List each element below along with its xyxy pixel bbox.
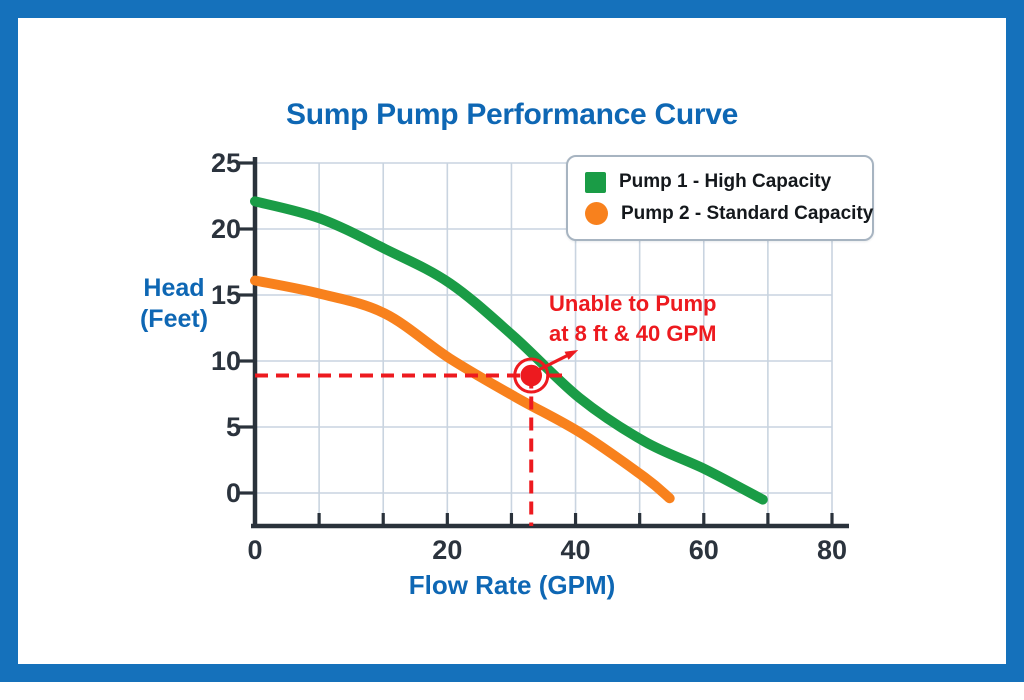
x-axis-label: Flow Rate (GPM) (408, 570, 616, 600)
y-axis-label-line1: Head (143, 274, 205, 302)
x-tick-label: 40 (560, 535, 591, 565)
pump2-circle-swatch-icon (585, 202, 608, 225)
y-axis-label-line2: (Feet) (139, 305, 209, 333)
annotation-line2: at 8 ft & 40 GPM (549, 321, 717, 346)
legend-item-pump1: Pump 1 - High Capacity (585, 171, 872, 193)
y-tick-label: 15 (210, 280, 241, 310)
y-tick-label: 10 (210, 346, 241, 376)
marker-ring (513, 357, 550, 394)
legend-item-pump2: Pump 2 - Standard Capacity (585, 202, 874, 225)
annotation-arrowhead-icon (564, 350, 579, 360)
x-tick-label: 60 (688, 535, 719, 565)
legend-label-pump1: Pump 1 - High Capacity (619, 171, 832, 192)
pump1-square-swatch-icon (585, 171, 606, 193)
pump1-curve (250, 196, 768, 505)
y-tick-label: 20 (210, 214, 241, 244)
annotation-line1: Unable to Pump (549, 291, 717, 316)
y-tick-label: 25 (210, 148, 241, 178)
chart-title: Sump Pump Performance Curve (285, 98, 739, 131)
y-tick-label: 5 (225, 412, 241, 442)
x-tick-label: 0 (247, 535, 263, 565)
annotation-text: Unable to Pump at 8 ft & 40 GPM (549, 289, 716, 349)
y-tick-label: 0 (225, 478, 241, 508)
infographic-card: Sump Pump Performance Curve Head (Feet) … (0, 0, 1024, 682)
pump2-curve (250, 275, 675, 504)
marker-dot (520, 364, 543, 387)
legend: Pump 1 - High Capacity Pump 2 - Standard… (566, 155, 874, 241)
legend-label-pump2: Pump 2 - Standard Capacity (621, 202, 874, 224)
y-axis-label: Head (Feet) (130, 273, 218, 335)
x-tick-label: 20 (432, 535, 463, 565)
x-tick-label: 80 (816, 535, 848, 565)
